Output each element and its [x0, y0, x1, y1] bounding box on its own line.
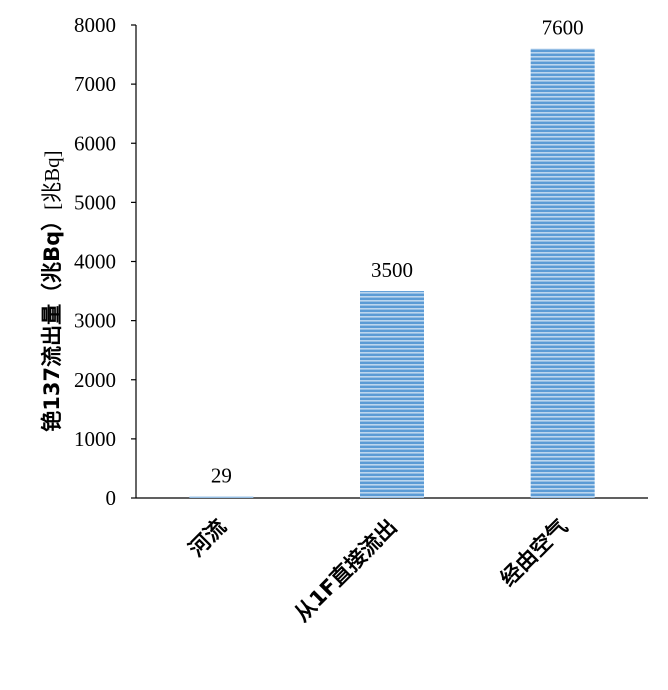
y-tick-label: 1000	[74, 427, 116, 451]
y-tick-labels: 0 1000 2000 3000 4000 5000 6000 7000 8000	[74, 13, 136, 510]
x-tick-labels: 河流 从1F直接流出 经由空气	[184, 515, 572, 627]
x-tick-label: 经由空气	[496, 515, 572, 591]
y-axis-title: 铯137流出量（兆Bq）[兆Bq]	[40, 150, 64, 431]
y-tick-label: 5000	[74, 190, 116, 214]
y-axis: 0 1000 2000 3000 4000 5000 6000 7000 8000	[74, 13, 137, 510]
y-tick-label: 6000	[74, 131, 116, 155]
x-tick-label: 河流	[184, 515, 231, 562]
y-tick-label: 0	[106, 486, 117, 510]
x-axis: 河流 从1F直接流出 经由空气	[136, 497, 648, 627]
bars	[189, 48, 595, 499]
y-tick-label: 8000	[74, 13, 116, 37]
bar	[189, 496, 254, 498]
data-label: 29	[211, 463, 232, 487]
data-label: 3500	[371, 258, 413, 282]
y-axis-title-main: 铯137流出量（兆Bq）	[40, 210, 64, 432]
data-label: 7600	[542, 16, 584, 40]
bar	[530, 48, 595, 499]
y-tick-label: 4000	[74, 250, 116, 274]
x-tick-label: 从1F直接流出	[290, 515, 402, 627]
y-tick-label: 3000	[74, 309, 116, 333]
bar	[360, 291, 424, 498]
data-labels: 29 3500 7600	[211, 16, 584, 488]
y-tick-label: 2000	[74, 368, 116, 392]
y-tick-label: 7000	[74, 72, 116, 96]
y-axis-title-unit: [兆Bq]	[40, 150, 64, 210]
